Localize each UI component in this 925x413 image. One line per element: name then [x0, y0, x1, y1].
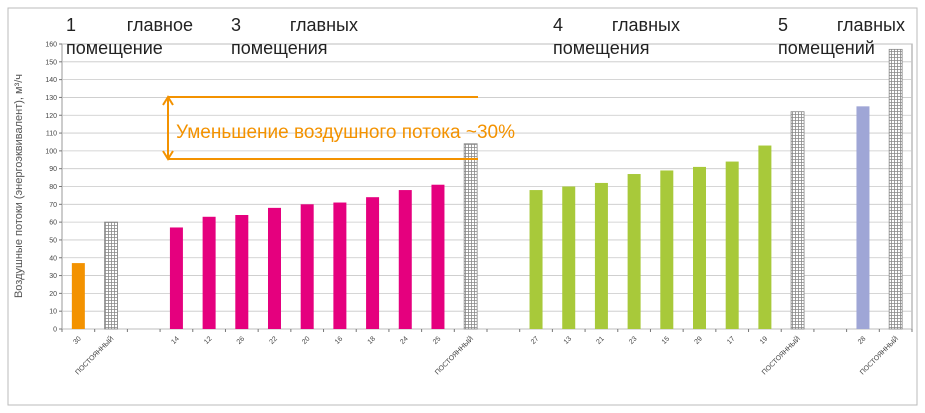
- x-tick-label: 18: [367, 335, 378, 346]
- bar: [693, 166, 706, 329]
- x-tick-label: 25: [432, 335, 443, 346]
- group-label: 1 главное помещение: [66, 15, 193, 58]
- bar: [71, 263, 85, 329]
- bar: [104, 221, 118, 330]
- x-tick-label: 15: [661, 335, 672, 346]
- x-tick-label: 22: [268, 335, 279, 346]
- bar: [594, 182, 608, 329]
- frame: [7, 7, 918, 406]
- bar: [202, 216, 216, 329]
- y-tick-label: 10: [49, 309, 57, 316]
- y-tick-label: 60: [49, 220, 57, 227]
- bar: [888, 48, 903, 330]
- group-label: 4 главных помещения: [553, 15, 680, 58]
- bar: [398, 190, 412, 329]
- x-tick-label: 12: [203, 335, 214, 346]
- x-tick-label: 23: [628, 335, 639, 346]
- group-label: 5 главных помещений: [778, 15, 905, 58]
- x-tick-label: 20: [301, 335, 312, 346]
- bar: [529, 190, 543, 329]
- group-label: 3 главных помещения: [231, 15, 358, 58]
- x-tick-label: 13: [563, 335, 574, 346]
- y-tick-label: 100: [45, 148, 57, 155]
- x-tick-label: 14: [170, 335, 181, 346]
- y-axis-label: Воздушные потоки (энергоэквивалент), м³/…: [13, 74, 25, 298]
- bar: [268, 207, 281, 329]
- bar: [333, 202, 347, 329]
- y-tick-label: 70: [49, 202, 57, 209]
- y-tick-label: 20: [49, 291, 57, 298]
- arrow-head: [162, 95, 174, 106]
- bar: [725, 161, 739, 329]
- y-tick-label: 80: [49, 184, 57, 191]
- bar: [790, 111, 805, 330]
- y-tick-label: 120: [45, 113, 57, 120]
- bar: [366, 197, 380, 329]
- bar: [300, 204, 314, 329]
- x-tick-label: 17: [726, 335, 737, 346]
- x-tick-label: 26: [236, 335, 247, 346]
- y-tick-label: 50: [49, 237, 57, 244]
- bar: [235, 215, 249, 329]
- bar: [758, 145, 772, 329]
- x-tick-label: 28: [857, 335, 868, 346]
- bar: [463, 143, 478, 330]
- x-tick-label: 19: [759, 335, 770, 346]
- y-tick-label: 160: [45, 42, 57, 49]
- y-tick-label: 90: [49, 166, 57, 173]
- y-tick-label: 30: [49, 273, 57, 280]
- x-tick-label: 21: [595, 335, 606, 346]
- bar: [562, 186, 576, 329]
- y-tick-label: 110: [46, 131, 57, 138]
- x-tick-label: 24: [399, 335, 410, 346]
- y-tick-label: 40: [49, 255, 57, 262]
- bar: [431, 184, 445, 329]
- y-tick-label: 150: [45, 59, 57, 66]
- bar: [627, 174, 641, 329]
- bar: [856, 106, 870, 329]
- annotation: Уменьшение воздушного потока ~30%: [176, 122, 515, 143]
- bar: [660, 170, 674, 329]
- x-tick-label: 29: [693, 335, 704, 346]
- x-tick-label: 16: [334, 335, 345, 346]
- bar: [169, 227, 183, 329]
- y-tick-label: 140: [45, 77, 57, 84]
- y-tick-label: 0: [53, 327, 57, 334]
- arrow-head: [162, 150, 174, 161]
- y-tick-label: 130: [45, 95, 57, 102]
- x-tick-label: 30: [72, 335, 83, 346]
- x-tick-label: 27: [530, 335, 541, 346]
